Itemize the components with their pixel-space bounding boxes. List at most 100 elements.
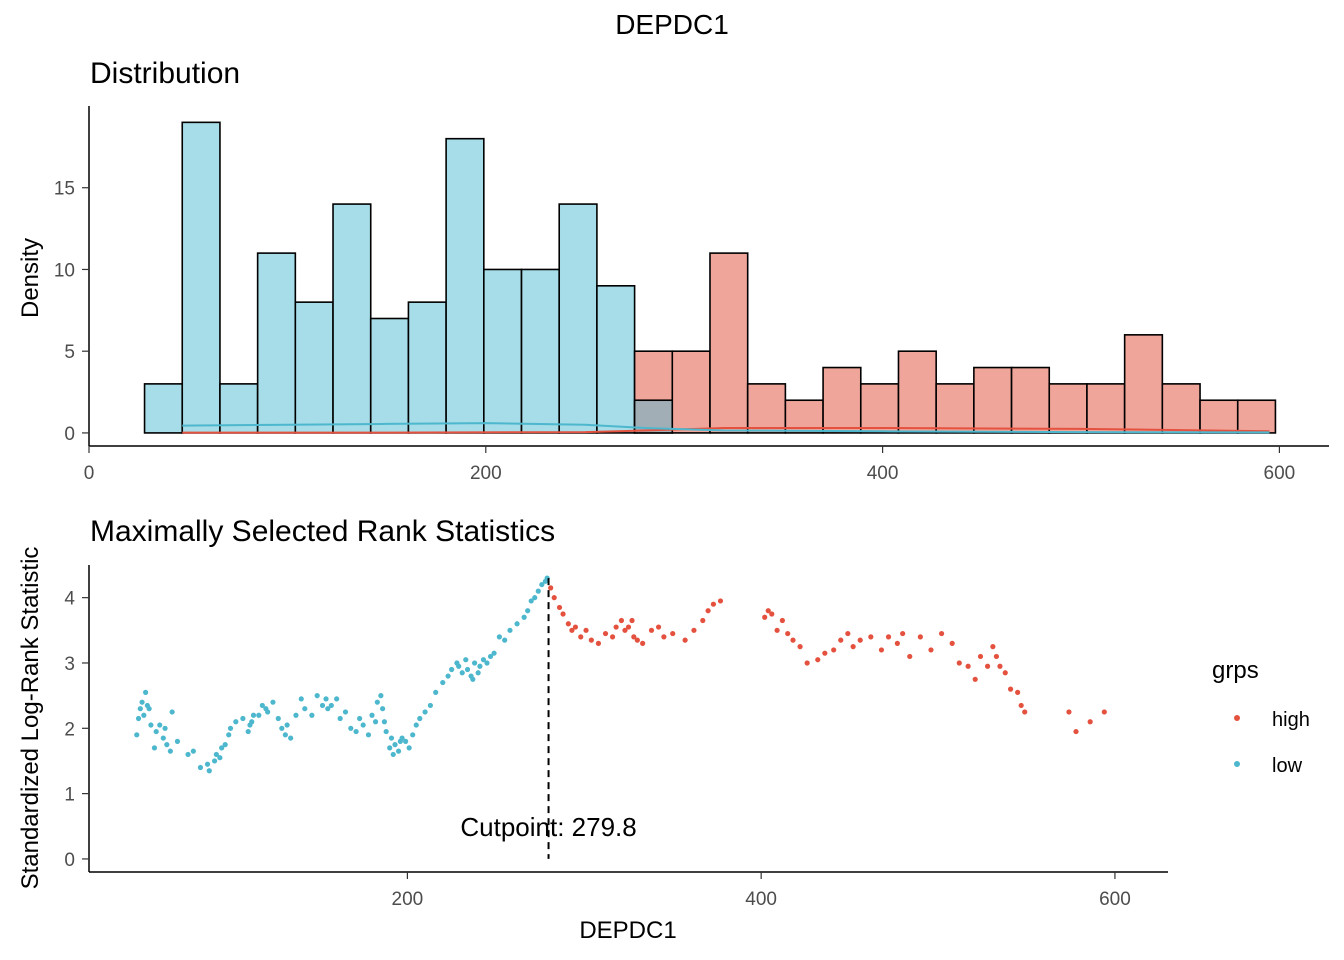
point-high (625, 624, 632, 630)
point-low (222, 742, 228, 748)
point-low (162, 725, 168, 731)
distribution-panel: Distribution Density 0 200 400 600 0 5 10 15 (17, 57, 1329, 484)
point-low (528, 598, 534, 604)
point-high (551, 595, 557, 601)
point-high (831, 647, 837, 653)
point-high (560, 611, 566, 617)
point-high (1022, 709, 1028, 715)
point-high (779, 617, 785, 624)
histogram-bar-high (897, 350, 937, 434)
histogram-bar-high (1123, 334, 1164, 434)
point-high (595, 640, 602, 646)
histogram-bar-low (143, 383, 184, 434)
point-high (1073, 728, 1079, 735)
point-low (167, 748, 173, 754)
point-high (949, 640, 955, 646)
x-tick-label: 600 (1099, 889, 1131, 910)
point-high (984, 663, 991, 669)
point-low (395, 748, 402, 754)
point-high (682, 637, 688, 643)
histogram-bars (143, 121, 1277, 434)
point-low (459, 670, 465, 676)
point-high (965, 663, 971, 669)
point-low (139, 699, 145, 705)
point-high (578, 634, 584, 640)
point-high (655, 624, 662, 630)
point-high (790, 637, 796, 643)
histogram-bar-low (332, 203, 372, 434)
y-tick-label: 3 (64, 654, 75, 675)
x-tick-label: 400 (745, 889, 777, 910)
point-high (774, 627, 780, 633)
legend: grps high low (1212, 657, 1310, 777)
point-low (309, 712, 315, 718)
point-low (334, 696, 340, 702)
point-low (323, 696, 329, 702)
point-low (464, 666, 471, 673)
point-low (245, 728, 251, 735)
point-high (977, 653, 984, 660)
point-high (1002, 670, 1008, 676)
point-high (556, 604, 563, 611)
histogram-bar-low (181, 121, 221, 434)
y-tick-label: 2 (64, 719, 75, 740)
point-low (514, 621, 520, 627)
point-low (169, 709, 175, 715)
point-high (765, 608, 771, 614)
point-low (413, 722, 419, 728)
y-tick-label: 4 (64, 589, 75, 610)
histogram-bar-high (1048, 383, 1088, 434)
point-low (477, 663, 483, 669)
point-high (1101, 709, 1107, 715)
point-low (539, 581, 545, 588)
point-high (762, 614, 768, 620)
point-low (217, 755, 223, 761)
point-low (279, 725, 285, 731)
histogram-bar-low (256, 252, 297, 434)
point-low (204, 761, 211, 767)
point-low (348, 725, 354, 731)
histogram-bar-high (859, 383, 900, 434)
point-low (535, 588, 541, 594)
histogram-bar-low (596, 285, 636, 434)
histogram-bar-high (1236, 399, 1277, 434)
point-low (174, 738, 181, 744)
x-tick-label: 600 (1264, 463, 1296, 484)
point-low (226, 732, 232, 738)
point-high (1015, 689, 1021, 695)
point-low (134, 732, 140, 738)
point-high (900, 630, 906, 637)
point-low (240, 715, 246, 722)
x-tick-label: 200 (392, 889, 424, 910)
point-high (613, 624, 619, 630)
histogram-bar-low (445, 137, 485, 434)
point-high (785, 630, 791, 637)
point-low (440, 679, 446, 686)
point-low (484, 660, 490, 666)
point-low (284, 722, 290, 728)
point-high (670, 630, 676, 637)
point-high (878, 647, 885, 653)
point-low (227, 725, 234, 731)
point-low (325, 706, 331, 712)
point-low (463, 657, 469, 663)
point-low (392, 742, 398, 748)
point-high (629, 617, 635, 624)
y-tick-label: 0 (64, 424, 75, 445)
point-low (302, 706, 308, 712)
legend-high-swatch (1234, 715, 1240, 721)
point-high (691, 627, 697, 633)
point-high (640, 640, 646, 646)
point-low (399, 735, 405, 741)
point-low (403, 738, 409, 744)
point-low (282, 732, 288, 738)
point-low (387, 745, 393, 751)
histogram-bar-high (935, 383, 975, 434)
y-tick-label: 10 (54, 260, 75, 281)
point-low (406, 745, 412, 751)
point-low (288, 735, 294, 741)
point-high (997, 663, 1003, 669)
point-high (804, 660, 810, 666)
histogram-bar-high (746, 383, 787, 434)
